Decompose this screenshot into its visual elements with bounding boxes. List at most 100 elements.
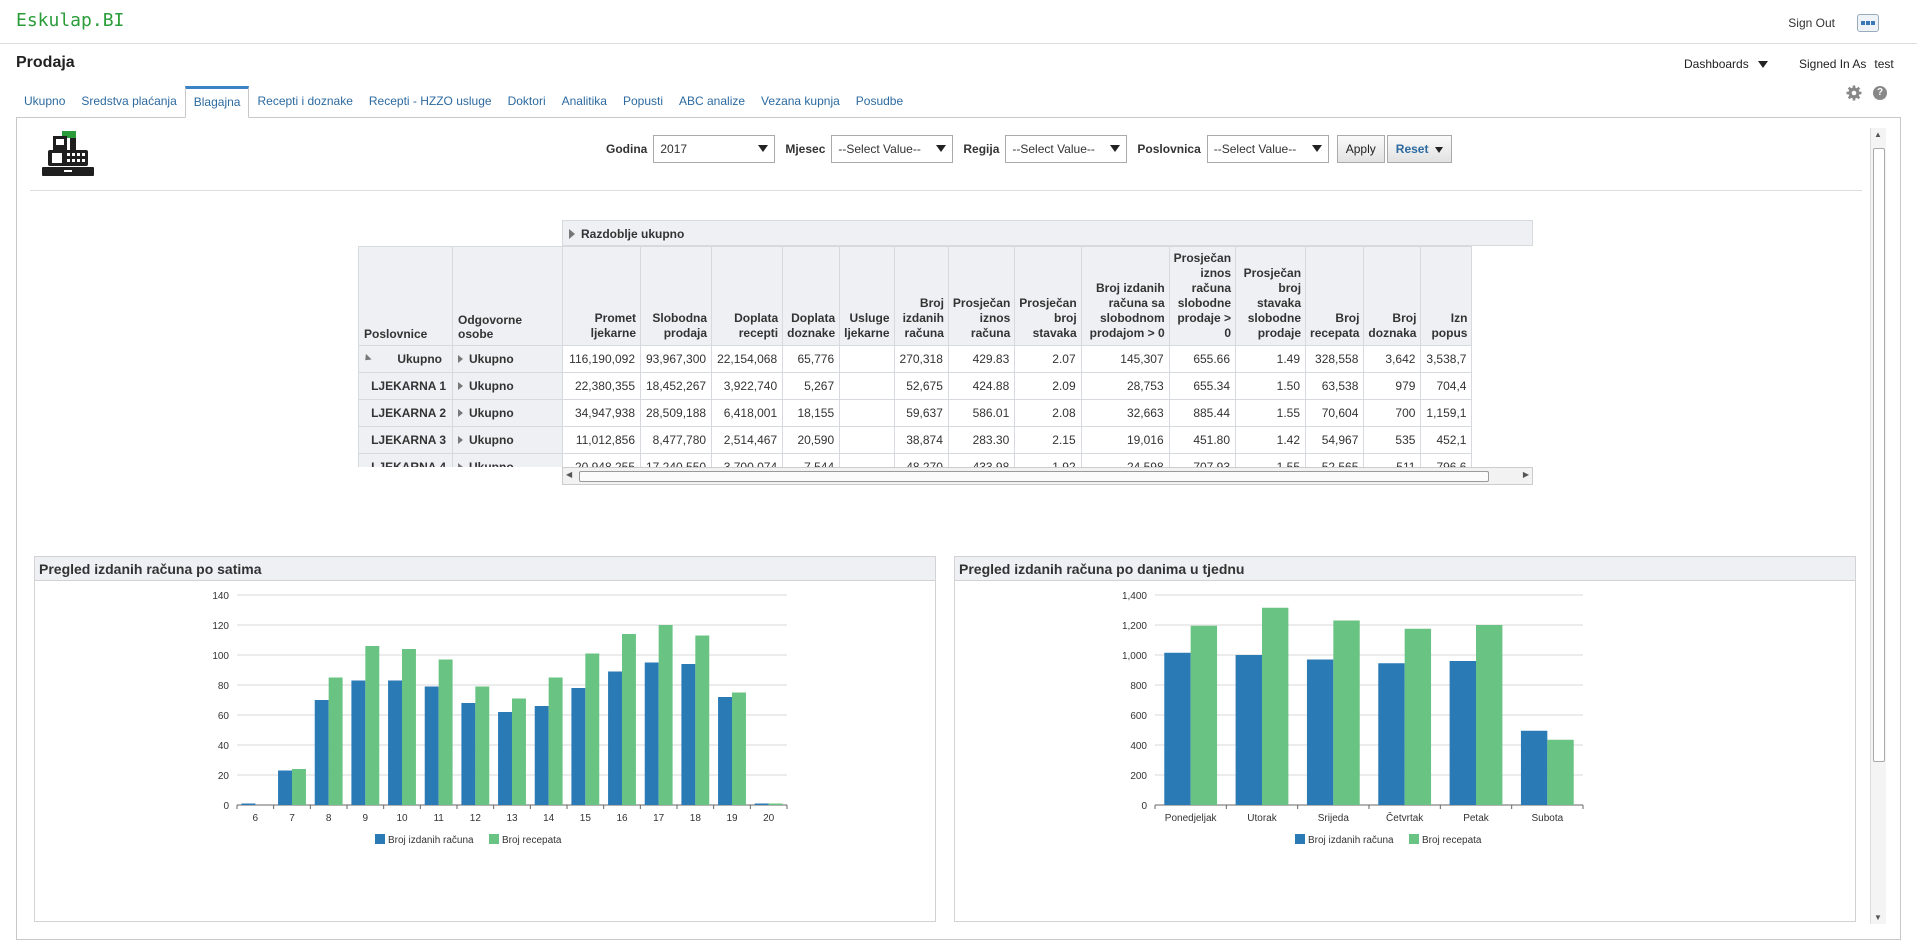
sign-out-link[interactable]: Sign Out xyxy=(1788,16,1835,30)
pivot-band-header[interactable]: Razdoblje ukupno xyxy=(562,220,1533,246)
scroll-down-icon[interactable]: ▼ xyxy=(1874,913,1882,922)
expand-icon[interactable] xyxy=(458,436,463,444)
bar-racuni[interactable] xyxy=(1378,663,1405,805)
bar-recepti[interactable] xyxy=(585,653,600,806)
bar-racuni[interactable] xyxy=(754,803,769,806)
column-header[interactable]: Broj recepata xyxy=(1305,246,1365,346)
tab-blagajna[interactable]: Blagajna xyxy=(184,86,250,118)
expand-icon[interactable] xyxy=(458,382,463,390)
poslovnica-cell[interactable]: Ukupno xyxy=(358,345,453,373)
bar-racuni[interactable] xyxy=(534,706,549,805)
help-icon[interactable]: ? xyxy=(1873,86,1887,100)
horizontal-scrollbar[interactable]: ◀ ▶ xyxy=(562,467,1533,485)
bar-racuni[interactable] xyxy=(1449,661,1476,805)
brand-logo[interactable]: Eskulap.BI xyxy=(16,10,125,31)
bar-recepti[interactable] xyxy=(1547,739,1574,805)
apply-button[interactable]: Apply xyxy=(1336,135,1385,163)
tab-ukupno[interactable]: Ukupno xyxy=(24,94,66,108)
bar-recepti[interactable] xyxy=(512,698,526,806)
bar-recepti[interactable] xyxy=(658,625,673,805)
bar-racuni[interactable] xyxy=(1520,730,1548,805)
collapse-icon[interactable] xyxy=(362,353,372,364)
tab-vezana-kupnja[interactable]: Vezana kupnja xyxy=(761,94,840,108)
osoba-cell[interactable]: Ukupno xyxy=(452,426,563,454)
bar-racuni[interactable] xyxy=(718,697,732,805)
tab-sredstva-plaćanja[interactable]: Sredstva plaćanja xyxy=(81,94,177,108)
tab-posudbe[interactable]: Posudbe xyxy=(855,94,904,108)
bar-racuni[interactable] xyxy=(388,680,402,806)
bar-racuni[interactable] xyxy=(1164,652,1191,805)
tab-doktori[interactable]: Doktori xyxy=(507,94,546,108)
bar-recepti[interactable] xyxy=(1262,607,1289,805)
column-header[interactable]: Prosječan iznos računa slobodne prodaje > 0 xyxy=(1168,246,1237,346)
vertical-scrollbar[interactable]: ▲ ▼ xyxy=(1870,128,1886,924)
bar-racuni[interactable] xyxy=(424,686,439,806)
osoba-cell[interactable]: Ukupno xyxy=(452,399,563,427)
bar-racuni[interactable] xyxy=(571,688,586,805)
bar-recepti[interactable] xyxy=(622,634,636,805)
column-header[interactable]: Broj doznaka xyxy=(1363,246,1422,346)
dashboards-menu[interactable]: Dashboards xyxy=(1684,57,1769,71)
bar-racuni[interactable] xyxy=(351,680,366,806)
bar-recepti[interactable] xyxy=(365,646,380,805)
bar-recepti[interactable] xyxy=(402,649,416,805)
godina-select[interactable]: 2017 xyxy=(653,135,776,163)
bar-recepti[interactable] xyxy=(695,635,710,806)
bar-recepti[interactable] xyxy=(292,769,306,805)
bar-recepti[interactable] xyxy=(1190,625,1218,805)
bar-racuni[interactable] xyxy=(241,803,256,806)
column-header[interactable]: Usluge ljekarne xyxy=(839,246,895,346)
expand-icon[interactable] xyxy=(458,463,463,467)
column-header[interactable]: Prosječan broj stavaka slobodne prodaje xyxy=(1235,246,1307,346)
bar-recepti[interactable] xyxy=(1476,625,1503,805)
scroll-left-icon[interactable]: ◀ xyxy=(566,470,573,479)
poslovnica-cell[interactable]: LJEKARNA 3 xyxy=(358,426,453,454)
poslovnica-cell[interactable]: LJEKARNA 2 xyxy=(358,399,453,427)
column-header[interactable]: Promet ljekarne xyxy=(562,246,641,346)
apps-grid-icon[interactable] xyxy=(1857,14,1879,32)
bar-recepti[interactable] xyxy=(1404,628,1432,805)
bar-racuni[interactable] xyxy=(1306,659,1334,806)
column-header[interactable]: Slobodna prodaja xyxy=(639,246,713,346)
bar-racuni[interactable] xyxy=(681,664,696,805)
bar-racuni[interactable] xyxy=(314,700,329,805)
expand-icon[interactable] xyxy=(458,409,463,417)
poslovnica-cell[interactable]: LJEKARNA 4 xyxy=(358,453,453,467)
tab-analitika[interactable]: Analitika xyxy=(561,94,607,108)
column-header[interactable]: Prosječan broj stavaka xyxy=(1014,246,1082,346)
bar-recepti[interactable] xyxy=(732,692,746,806)
bar-racuni[interactable] xyxy=(278,770,292,806)
bar-recepti[interactable] xyxy=(1333,620,1360,806)
poslovnica-select[interactable]: --Select Value-- xyxy=(1206,135,1329,163)
column-header[interactable]: Doplata doznake xyxy=(782,246,841,346)
bar-recepti[interactable] xyxy=(768,803,783,806)
bar-racuni[interactable] xyxy=(498,712,512,805)
column-header[interactable]: Doplata recepti xyxy=(711,246,784,346)
bar-racuni[interactable] xyxy=(1235,655,1262,805)
mjesec-select[interactable]: --Select Value-- xyxy=(831,135,954,163)
scroll-right-icon[interactable]: ▶ xyxy=(1522,470,1529,479)
tab-recepti-hzzo-usluge[interactable]: Recepti - HZZO usluge xyxy=(368,94,492,108)
regija-select[interactable]: --Select Value-- xyxy=(1005,135,1128,163)
osoba-cell[interactable]: Ukupno xyxy=(452,345,563,373)
tab-popusti[interactable]: Popusti xyxy=(622,94,663,108)
bar-racuni[interactable] xyxy=(461,703,476,805)
bar-racuni[interactable] xyxy=(644,662,659,806)
column-header[interactable]: Broj izdanih računa sa slobodnom prodajom >… xyxy=(1080,246,1170,346)
bar-recepti[interactable] xyxy=(548,677,563,806)
bar-recepti[interactable] xyxy=(328,677,343,806)
gear-icon[interactable] xyxy=(1846,85,1862,101)
bar-recepti[interactable] xyxy=(475,686,490,806)
bar-recepti[interactable] xyxy=(438,659,453,806)
poslovnica-cell[interactable]: LJEKARNA 1 xyxy=(358,372,453,400)
scrollbar-thumb[interactable] xyxy=(579,471,1489,482)
bar-racuni[interactable] xyxy=(608,671,622,806)
column-header[interactable]: Broj izdanih računa xyxy=(893,246,949,346)
user-name[interactable]: test xyxy=(1874,57,1894,71)
tab-recepti-i-doznake[interactable]: Recepti i doznake xyxy=(257,94,353,108)
reset-button[interactable]: Reset xyxy=(1386,135,1452,163)
expand-icon[interactable] xyxy=(458,355,463,363)
osoba-cell[interactable]: Ukupno xyxy=(452,453,563,467)
scrollbar-thumb[interactable] xyxy=(1873,148,1885,762)
tab-abc-analize[interactable]: ABC analize xyxy=(679,94,746,108)
